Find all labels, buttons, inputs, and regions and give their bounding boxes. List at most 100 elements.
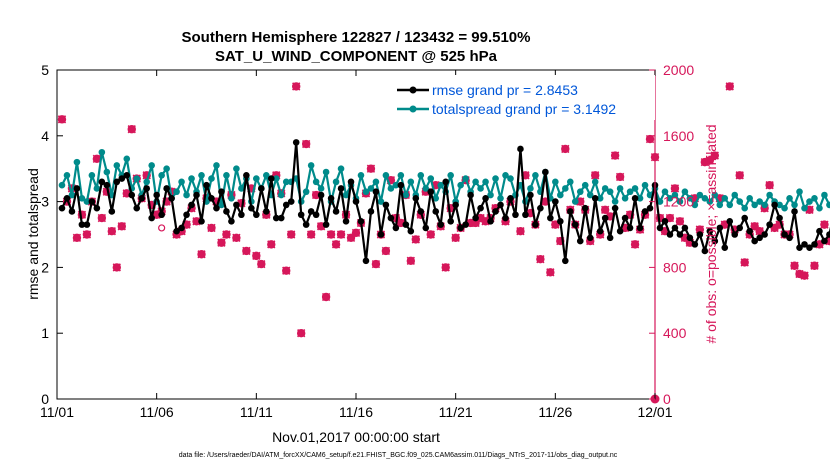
rmse-point <box>163 185 170 192</box>
obs-marker-cross <box>725 82 734 91</box>
obs-marker-cross <box>72 233 82 242</box>
spread-point <box>731 191 739 199</box>
spread-point <box>228 195 235 202</box>
obs-marker-cross <box>267 240 276 249</box>
spread-point <box>163 165 170 172</box>
obs-assimilated-marker <box>97 213 107 223</box>
obs-marker-cross <box>57 115 67 124</box>
rmse-point <box>138 195 146 202</box>
rmse-point <box>272 214 280 222</box>
spread-point <box>811 195 818 202</box>
spread-point <box>457 181 464 189</box>
x-tick-label: 11/01 <box>40 404 74 420</box>
rmse-point <box>656 224 664 232</box>
rmse-point <box>676 231 684 238</box>
rmse-point <box>801 241 808 248</box>
rmse-point <box>387 214 395 222</box>
spread-point <box>711 191 719 199</box>
rmse-point <box>342 218 350 225</box>
y-tick-label-right: 1600 <box>663 128 694 144</box>
obs-marker-cross <box>222 230 231 239</box>
rmse-point <box>547 214 554 222</box>
obs-assimilated-marker <box>615 172 625 182</box>
spread-point <box>532 171 539 179</box>
obs-assimilated-marker <box>326 230 336 239</box>
obs-assimilated-marker <box>820 220 829 229</box>
obs-assimilated-marker <box>765 180 774 190</box>
rmse-point <box>586 234 594 242</box>
rmse-point <box>791 208 798 215</box>
rmse-point <box>153 191 160 199</box>
spread-point <box>666 195 674 202</box>
obs-marker-cross <box>112 263 121 272</box>
spread-point <box>382 171 390 179</box>
spread-point <box>552 178 559 186</box>
y-tick-label-left: 2 <box>41 259 49 275</box>
obs-marker-cross <box>740 258 749 267</box>
obs-marker-cross <box>282 266 291 275</box>
rmse-point <box>83 221 91 228</box>
obs-marker-cross <box>561 144 570 154</box>
spread-point <box>427 175 435 182</box>
rmse-point <box>616 227 624 235</box>
spread-point <box>686 195 694 202</box>
rmse-point <box>621 214 629 222</box>
obs-marker-cross <box>336 230 346 239</box>
obs-marker-cross <box>630 240 640 249</box>
spread-point <box>123 155 131 163</box>
spread-point <box>437 181 445 189</box>
spread-point <box>472 178 479 186</box>
obs-marker-cross <box>366 164 376 173</box>
obs-assimilated-marker <box>127 125 136 134</box>
spread-point <box>502 171 509 179</box>
rmse-point <box>706 227 714 235</box>
rmse-point <box>512 211 519 219</box>
obs-assimilated-marker <box>710 151 719 160</box>
spread-point <box>337 165 345 172</box>
spread-point <box>557 191 564 199</box>
spread-point <box>397 171 405 179</box>
x-tick-label: 11/16 <box>339 404 373 420</box>
rmse-point <box>193 191 200 199</box>
obs-assimilated-marker <box>366 164 376 173</box>
obs-marker-cross <box>765 180 774 190</box>
rmse-point <box>347 178 355 186</box>
obs-assimilated-marker <box>546 268 555 277</box>
chart-subtitle: SAT_U_WIND_COMPONENT @ 525 hPa <box>215 48 498 65</box>
rmse-point <box>277 214 285 222</box>
obs-marker-cross <box>297 329 306 338</box>
obs-marker-cross <box>516 227 525 236</box>
spread-point <box>58 181 66 189</box>
spread-point <box>821 191 828 199</box>
rmse-point <box>412 195 420 202</box>
rmse-point <box>527 191 534 199</box>
obs-marker-cross <box>610 151 620 160</box>
obs-assimilated-marker <box>810 261 819 270</box>
spread-point <box>626 188 634 196</box>
spread-point <box>671 191 679 199</box>
obs-marker-cross <box>371 259 381 269</box>
obs-assimilated-marker <box>292 82 301 91</box>
obs-assimilated-marker <box>516 227 525 236</box>
rmse-point <box>542 168 549 176</box>
rmse-point <box>133 204 141 212</box>
rmse-point <box>367 208 375 215</box>
spread-point <box>272 175 280 182</box>
y-tick-label-right: 800 <box>663 259 687 275</box>
spread-point <box>307 162 315 169</box>
rmse-point <box>128 191 136 199</box>
obs-assimilated-marker <box>112 263 122 272</box>
spread-point <box>253 175 260 182</box>
rmse-point <box>482 195 489 202</box>
obs-marker-cross <box>536 255 545 264</box>
rmse-point <box>372 188 380 196</box>
rmse-point <box>88 198 96 205</box>
rmse-point <box>472 214 479 222</box>
rmse-point <box>497 201 504 209</box>
rmse-point <box>422 224 430 232</box>
spread-point <box>178 178 185 186</box>
rmse-point <box>566 208 574 215</box>
rmse-point <box>362 257 370 265</box>
obs-marker-cross <box>252 251 261 261</box>
obs-marker-cross <box>381 246 391 256</box>
